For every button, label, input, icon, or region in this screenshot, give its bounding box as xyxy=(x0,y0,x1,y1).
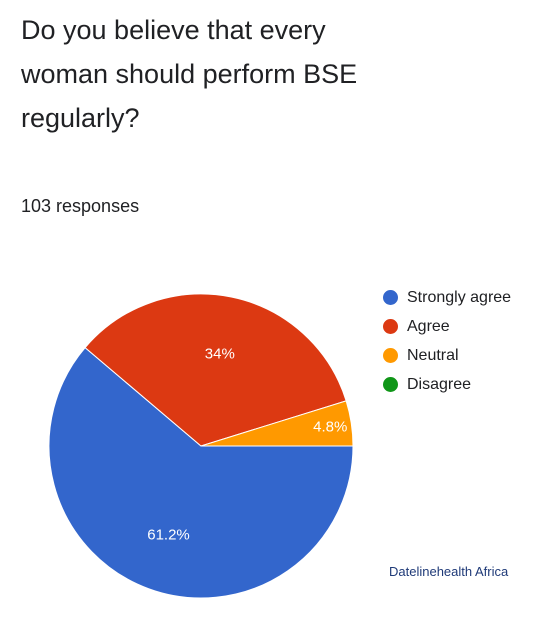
legend-swatch xyxy=(383,319,398,334)
question-title: Do you believe that every woman should p… xyxy=(21,15,358,133)
legend-item-neutral: Neutral xyxy=(383,341,511,370)
response-count: 103 responses xyxy=(21,196,140,216)
pie-slice-strongly-agree xyxy=(48,346,354,599)
legend-swatch xyxy=(383,290,398,305)
legend-swatch xyxy=(383,348,398,363)
slice-label-strongly-agree: 61.2% xyxy=(147,526,190,543)
legend-item-agree: Agree xyxy=(383,312,511,341)
pie-slice-agree xyxy=(84,293,347,447)
legend-label: Agree xyxy=(407,317,450,335)
legend-swatch xyxy=(383,377,398,392)
slice-label-neutral: 4.8% xyxy=(313,418,347,435)
slice-label-agree: 34% xyxy=(205,346,235,363)
legend-item-strongly-agree: Strongly agree xyxy=(383,283,511,312)
legend-label: Strongly agree xyxy=(407,288,512,306)
watermark-credit: Datelinehealth Africa xyxy=(389,564,509,579)
legend-label: Disagree xyxy=(407,375,472,393)
pie-slice-neutral xyxy=(200,400,354,447)
chart-legend: Strongly agree Agree Neutral Disagree xyxy=(383,283,511,399)
legend-item-disagree: Disagree xyxy=(383,370,511,399)
legend-label: Neutral xyxy=(407,346,459,364)
